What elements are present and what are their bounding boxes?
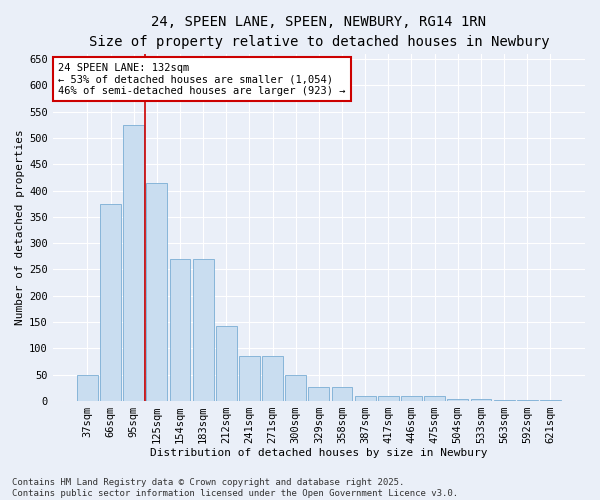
Bar bbox=[470, 400, 491, 401]
Title: 24, SPEEN LANE, SPEEN, NEWBURY, RG14 1RN
Size of property relative to detached h: 24, SPEEN LANE, SPEEN, NEWBURY, RG14 1RN… bbox=[89, 15, 549, 48]
Bar bbox=[517, 400, 538, 401]
Y-axis label: Number of detached properties: Number of detached properties bbox=[15, 130, 25, 326]
Bar bbox=[540, 400, 561, 401]
Bar bbox=[216, 326, 237, 401]
Bar bbox=[332, 387, 352, 401]
Bar bbox=[239, 356, 260, 401]
Bar bbox=[146, 182, 167, 401]
Bar bbox=[448, 400, 468, 401]
Bar bbox=[378, 396, 399, 401]
Text: 24 SPEEN LANE: 132sqm
← 53% of detached houses are smaller (1,054)
46% of semi-d: 24 SPEEN LANE: 132sqm ← 53% of detached … bbox=[58, 62, 346, 96]
Bar bbox=[401, 396, 422, 401]
Bar bbox=[286, 374, 306, 401]
Bar bbox=[123, 125, 144, 401]
Bar bbox=[308, 387, 329, 401]
Bar bbox=[170, 259, 190, 401]
Bar bbox=[77, 374, 98, 401]
Text: Contains HM Land Registry data © Crown copyright and database right 2025.
Contai: Contains HM Land Registry data © Crown c… bbox=[12, 478, 458, 498]
Bar bbox=[424, 396, 445, 401]
Bar bbox=[100, 204, 121, 401]
Bar bbox=[494, 400, 515, 401]
Bar bbox=[193, 259, 214, 401]
Bar bbox=[262, 356, 283, 401]
X-axis label: Distribution of detached houses by size in Newbury: Distribution of detached houses by size … bbox=[150, 448, 488, 458]
Bar bbox=[355, 396, 376, 401]
